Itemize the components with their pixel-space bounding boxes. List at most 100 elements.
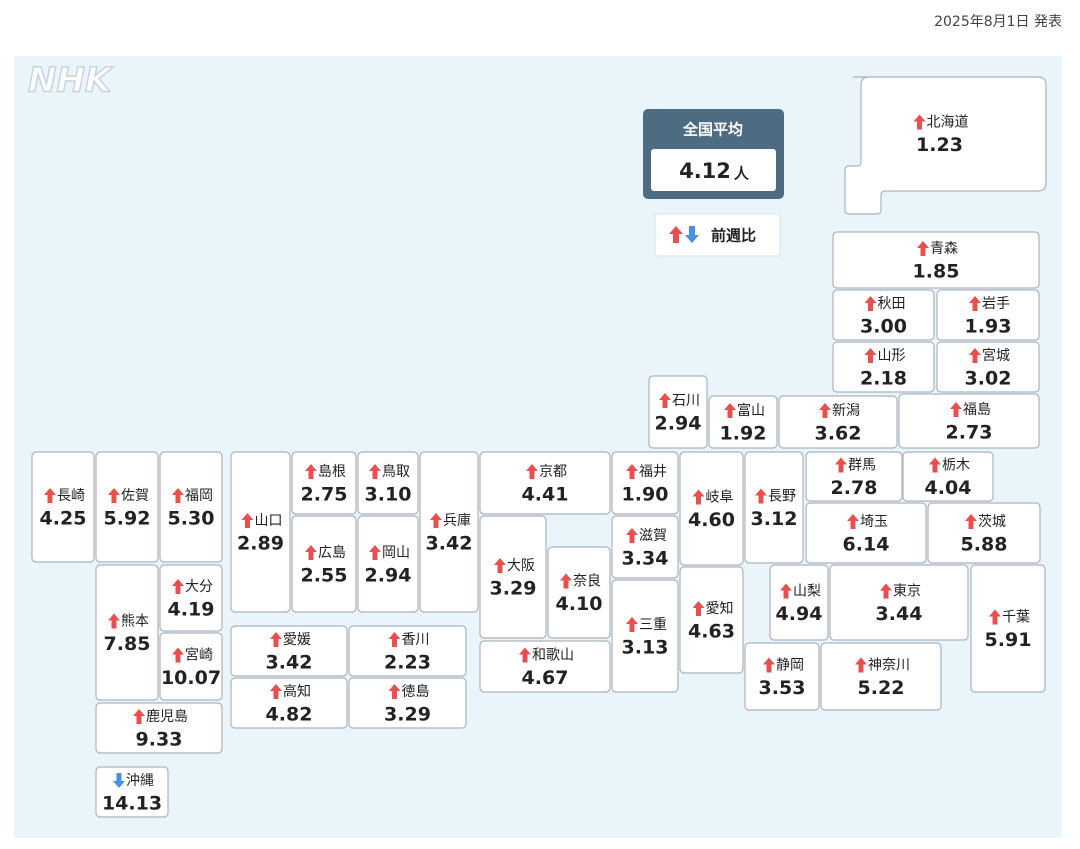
up-arrow — [430, 513, 442, 528]
prefecture-value: 3.44 — [876, 603, 923, 625]
prefecture-value: 5.88 — [961, 534, 1008, 556]
up-arrow — [880, 583, 892, 599]
prefecture-value: 3.02 — [965, 368, 1012, 390]
prefecture-name: 宮崎 — [185, 648, 213, 664]
prefecture-value: 1.92 — [720, 423, 767, 445]
up-arrow — [172, 647, 184, 663]
prefecture-value: 3.42 — [426, 533, 473, 555]
tile — [95, 766, 169, 818]
up-arrow — [560, 573, 572, 589]
prefecture-value: 2.55 — [301, 565, 348, 587]
prefecture-name: 岡山 — [382, 545, 410, 561]
tile — [744, 642, 820, 711]
prefecture-value: 10.07 — [161, 667, 221, 689]
up-arrow — [626, 464, 638, 479]
up-arrow — [108, 488, 120, 503]
prefecture-value: 4.19 — [168, 599, 215, 621]
prefecture-value: 4.82 — [266, 704, 313, 726]
prefecture-name: 青森 — [930, 241, 958, 257]
prefecture-value: 5.92 — [104, 508, 151, 530]
tile — [936, 341, 1040, 393]
prefecture-value: 2.18 — [860, 368, 907, 390]
up-arrow — [929, 457, 941, 473]
tile — [547, 546, 611, 639]
prefecture-tiles: 北海道 1.23 青森 1.85 秋田 3.00 岩手 1.93 山形 2.18 宮城 3.02 石川 2… — [31, 76, 1047, 818]
prefecture-value: 3.34 — [622, 548, 669, 570]
tile — [611, 451, 679, 515]
prefecture-value: 3.00 — [860, 316, 907, 338]
tile — [291, 515, 357, 613]
tile — [95, 564, 159, 701]
up-arrow — [969, 296, 981, 311]
prefecture-value: 6.14 — [843, 534, 890, 556]
up-arrow — [526, 464, 538, 479]
tile — [648, 375, 708, 449]
up-arrow — [855, 657, 867, 673]
tile — [348, 677, 467, 729]
prefecture-name: 群馬 — [848, 458, 876, 474]
prefecture-value: 3.62 — [815, 423, 862, 445]
tile — [479, 451, 611, 515]
prefecture-name: 茨城 — [978, 514, 1006, 530]
prefecture-value: 2.75 — [301, 484, 348, 506]
up-arrow — [369, 545, 381, 560]
prefecture-name: 福岡 — [185, 488, 213, 504]
tile — [479, 640, 611, 693]
prefecture-value: 3.29 — [490, 578, 537, 600]
prefecture-value: 1.93 — [965, 316, 1012, 338]
tile — [159, 451, 223, 563]
up-arrow — [305, 545, 317, 560]
prefecture-value: 4.67 — [522, 667, 569, 689]
prefecture-name: 宮城 — [982, 348, 1010, 364]
prefecture-value: 4.63 — [688, 621, 735, 643]
legend-box — [654, 213, 781, 257]
up-arrow — [780, 583, 792, 599]
prefecture-name: 岩手 — [982, 296, 1010, 312]
prefecture-name: 佐賀 — [121, 488, 149, 504]
tile — [832, 289, 935, 341]
prefecture-value: 14.13 — [102, 793, 162, 815]
prefecture-name: 長崎 — [57, 488, 85, 504]
up-arrow — [864, 348, 877, 363]
tile — [230, 451, 291, 613]
prefecture-value: 2.78 — [831, 477, 878, 499]
tile — [898, 393, 1040, 449]
up-arrow — [241, 513, 254, 528]
up-arrow — [969, 348, 981, 363]
prefecture-value: 2.94 — [655, 413, 702, 435]
prefecture-name: 大阪 — [507, 558, 535, 574]
prefecture-name: 京都 — [539, 464, 567, 480]
tile — [805, 451, 903, 502]
tile — [348, 625, 467, 677]
prefecture-name: 鳥取 — [382, 464, 410, 480]
prefecture-name: 石川 — [672, 393, 700, 409]
prefecture-value: 4.25 — [40, 508, 87, 530]
tile — [679, 451, 744, 566]
prefecture-name: 福島 — [963, 402, 991, 418]
tile — [159, 632, 223, 701]
tile — [31, 451, 95, 563]
prefecture-name: 福井 — [639, 464, 667, 480]
tile — [479, 515, 547, 639]
up-arrow — [763, 657, 775, 673]
up-arrow — [626, 617, 638, 632]
up-arrow — [172, 579, 184, 594]
prefecture-name: 富山 — [737, 402, 765, 419]
legend-down-arrow — [685, 226, 699, 243]
up-arrow — [917, 241, 929, 256]
up-arrow — [864, 296, 877, 311]
down-arrow — [113, 773, 125, 788]
prefecture-name: 兵庫 — [443, 512, 471, 529]
release-date: 2025年8月1日 発表 — [934, 14, 1062, 30]
tile — [832, 231, 1040, 289]
prefecture-value: 4.60 — [688, 509, 735, 531]
prefecture-name: 沖縄 — [126, 773, 154, 789]
prefecture-value: 4.41 — [522, 484, 569, 506]
up-arrow — [847, 514, 859, 529]
prefecture-name: 長野 — [768, 489, 796, 505]
tile — [844, 76, 1047, 215]
legend-up-arrow — [669, 226, 683, 243]
prefecture-value: 1.90 — [622, 484, 669, 506]
up-arrow — [755, 488, 767, 504]
